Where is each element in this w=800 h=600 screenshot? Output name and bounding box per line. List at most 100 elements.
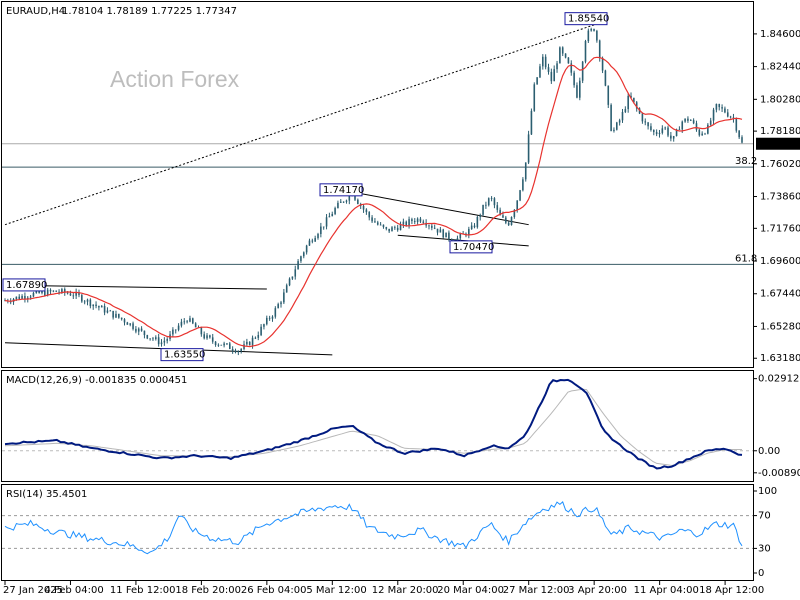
price-annotation-label: 1.70470 — [453, 242, 494, 253]
candle-body — [533, 84, 536, 111]
candle-body — [155, 337, 157, 339]
candle-body — [482, 204, 484, 215]
candle-body — [641, 113, 644, 122]
price-annotation-label: 1.67890 — [6, 280, 47, 291]
price-panel-ohlc: 1.78104 1.78189 1.77225 1.77347 — [62, 6, 237, 17]
candle-body — [223, 343, 225, 346]
candle-body — [615, 122, 618, 130]
axes: 1.84600 1.82440 1.80280 1.78180 1.76020 1.738… — [3, 29, 800, 596]
candle-body — [624, 109, 627, 112]
candle-body — [109, 310, 112, 312]
candle-body — [103, 305, 106, 313]
candle-body — [647, 122, 649, 127]
candle-body — [684, 118, 686, 122]
candle-body — [118, 313, 120, 318]
candle-body — [573, 72, 575, 86]
fib-level-label: 61.8 — [735, 253, 757, 264]
candle-body — [149, 338, 151, 340]
candle-body — [271, 316, 274, 319]
candle-body — [692, 120, 695, 124]
x-tick-label: 18 Feb 20:00 — [175, 585, 241, 596]
candle-body — [670, 135, 672, 139]
y-tick-label: 1.73860 — [760, 192, 800, 203]
candle-body — [596, 30, 598, 41]
candle-body — [183, 321, 186, 323]
candle-body — [86, 299, 89, 302]
candle-body — [499, 209, 501, 216]
price-annotation-box — [449, 240, 493, 254]
candle-body — [257, 335, 260, 338]
candle-body — [211, 337, 214, 342]
candle-body — [502, 215, 504, 218]
candle-body — [285, 285, 288, 293]
candle-body — [362, 205, 365, 210]
candle-body — [399, 224, 402, 231]
candle-body — [701, 133, 703, 136]
y-tick-label: 1.84600 — [760, 29, 800, 40]
dotted-trendline — [4, 24, 595, 226]
candle-body — [69, 293, 72, 296]
candle-body — [388, 228, 390, 232]
candle-body — [135, 328, 137, 332]
candle-body — [220, 344, 223, 346]
y-tick-label: 1.65280 — [760, 321, 800, 332]
candle-body — [470, 225, 473, 230]
candle-body — [459, 233, 462, 239]
candle-body — [248, 341, 251, 346]
moving-average-line — [4, 56, 743, 348]
candle-body — [280, 302, 282, 305]
candle-body — [234, 350, 237, 353]
candle-body — [405, 221, 408, 226]
candle-body — [607, 85, 610, 105]
price-annotation-box — [2, 278, 46, 292]
candle-body — [709, 120, 712, 125]
candle-body — [419, 218, 422, 222]
candle-body — [672, 136, 675, 139]
rsi-y-tick-label: 30 — [758, 543, 771, 554]
candle-body — [371, 217, 373, 222]
candle-body — [627, 95, 629, 110]
macd-y-tick-label: 0.00 — [758, 446, 780, 457]
candle-body — [226, 343, 228, 345]
candle-body — [650, 126, 652, 131]
candle-body — [206, 335, 208, 339]
candle-body — [542, 56, 544, 67]
candle-body — [724, 108, 726, 113]
candle-body — [513, 210, 516, 217]
x-tick-label: 3 Apr 20:00 — [568, 585, 627, 596]
trendline — [332, 187, 529, 226]
candle-body — [274, 308, 277, 317]
candle-body — [633, 97, 635, 103]
candle-body — [445, 232, 447, 238]
candle-body — [24, 296, 26, 299]
candle-body — [661, 128, 664, 133]
candle-body — [468, 229, 470, 236]
y-tick-label: 1.78180 — [760, 126, 800, 137]
candle-body — [260, 326, 262, 336]
candle-body — [411, 219, 413, 222]
candle-body — [132, 323, 134, 329]
candle-body — [46, 289, 49, 296]
candle-body — [391, 227, 393, 232]
candle-body — [522, 179, 524, 191]
candle-body — [163, 340, 166, 343]
candle-body — [126, 322, 129, 325]
candle-body — [567, 57, 570, 64]
candle-body — [214, 341, 217, 345]
candle-body — [738, 130, 740, 138]
candle-body — [590, 29, 592, 31]
candle-body — [559, 47, 561, 64]
x-tick-label: 20 Mar 04:00 — [437, 585, 504, 596]
candle-body — [32, 292, 35, 297]
candle-body — [519, 190, 521, 201]
y-tick-label: 1.80280 — [760, 94, 800, 105]
candle-body — [58, 291, 60, 293]
candle-body — [687, 118, 689, 121]
candle-body — [100, 305, 103, 308]
candle-body — [203, 334, 205, 339]
candle-body — [237, 351, 240, 353]
candle-body — [166, 339, 168, 341]
candle-body — [621, 111, 624, 121]
candle-body — [72, 295, 75, 297]
candle-body — [283, 292, 285, 303]
